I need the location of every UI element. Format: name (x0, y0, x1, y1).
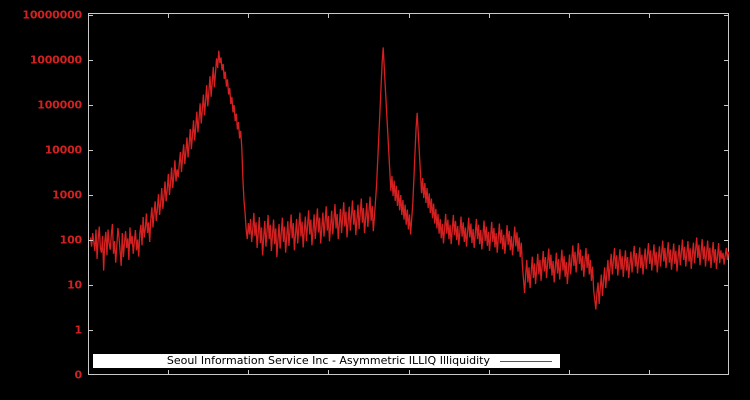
x-tickmark-top-5 (489, 14, 490, 18)
y-tickmark-left-100 (89, 240, 93, 241)
x-tickmark-top-1 (168, 14, 169, 18)
data-series-line (89, 47, 730, 310)
x-tickmark-bottom-6 (569, 370, 570, 374)
x-tickmark-top-3 (328, 14, 329, 18)
y-tick-0: 0 (74, 368, 83, 382)
legend-label: Seoul Information Service Inc - Asymmetr… (166, 354, 490, 367)
y-tickmark-left-10000 (89, 150, 93, 151)
x-tickmark-bottom-5 (489, 370, 490, 374)
plot-area (88, 13, 730, 375)
y-tickmark-right-1000 (724, 195, 728, 196)
y-tick-10: 10 (67, 278, 82, 292)
y-tick-100: 100 (59, 233, 83, 247)
series-line-chart (89, 47, 730, 310)
y-tickmark-right-100000 (724, 105, 728, 106)
chart-legend: Seoul Information Service Inc - Asymmetr… (93, 354, 560, 368)
x-tickmark-top-4 (409, 14, 410, 18)
y-tick-1: 1 (74, 323, 83, 337)
y-tick-100000: 100000 (37, 98, 82, 112)
x-tickmark-bottom-1 (168, 370, 169, 374)
legend-line-sample (500, 360, 552, 362)
y-tickmark-right-10000 (724, 150, 728, 151)
y-tickmark-right-100 (724, 240, 728, 241)
y-tickmark-left-100000 (89, 105, 93, 106)
y-tick-1000: 1000 (52, 188, 82, 202)
y-tickmark-right-10000000 (724, 15, 728, 16)
x-tickmark-bottom-4 (409, 370, 410, 374)
y-tick-10000000: 10000000 (22, 8, 82, 22)
x-tickmark-bottom-2 (248, 370, 249, 374)
x-tickmark-top-6 (569, 14, 570, 18)
y-tickmark-left-1000000 (89, 60, 93, 61)
y-tickmark-right-1000000 (724, 60, 728, 61)
y-tickmark-left-10000000 (89, 15, 93, 16)
y-tick-10000: 10000 (44, 143, 82, 157)
x-tickmark-bottom-7 (649, 370, 650, 374)
y-tickmark-left-1 (89, 330, 93, 331)
y-tickmark-right-10 (724, 285, 728, 286)
x-tickmark-top-2 (248, 14, 249, 18)
x-tickmark-bottom-3 (328, 370, 329, 374)
x-tickmark-top-7 (649, 14, 650, 18)
y-tickmark-left-1000 (89, 195, 93, 196)
y-tick-1000000: 1000000 (29, 53, 82, 67)
y-tickmark-right-1 (724, 330, 728, 331)
y-tickmark-left-10 (89, 285, 93, 286)
